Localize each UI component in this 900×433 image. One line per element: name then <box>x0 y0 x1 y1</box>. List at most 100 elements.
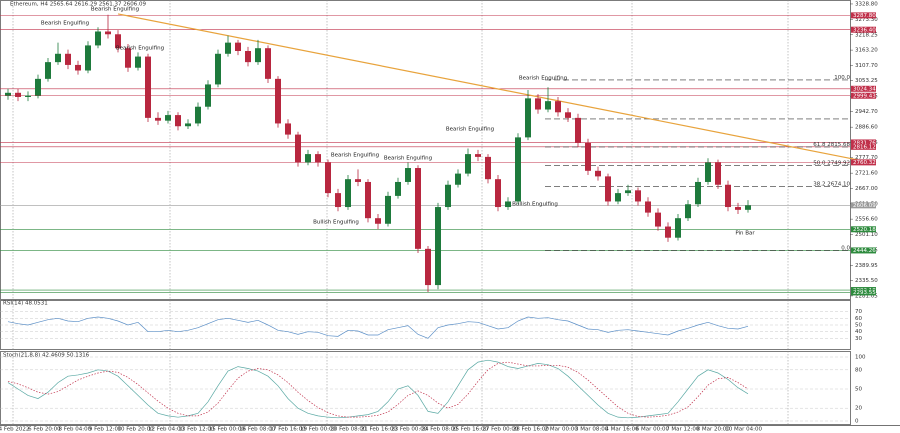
price-tag-label: 3024.34 <box>853 87 876 93</box>
candle-body <box>645 201 651 213</box>
x-tick-label: 17 Feb 16:00 <box>270 427 307 433</box>
candle-body <box>455 173 461 185</box>
price-tag <box>851 139 876 146</box>
candle-body <box>265 48 271 79</box>
y-tick-label: 2501.10 <box>855 232 878 238</box>
y-tick-label: 80 <box>855 367 862 373</box>
indicator-line <box>7 359 749 419</box>
candle-body <box>625 190 631 194</box>
candle-body <box>255 48 261 63</box>
price-tag <box>851 12 876 19</box>
candle-body <box>115 34 121 49</box>
fib-label: 38.2 2674.10 <box>813 181 850 187</box>
candle-body <box>235 42 241 51</box>
annotation: Bearish Engulfing <box>446 127 494 133</box>
candle-body <box>425 248 431 286</box>
candle-body <box>575 117 581 143</box>
candle-body <box>505 201 511 208</box>
y-tick-label: 60 <box>855 316 862 322</box>
candle-body <box>595 170 601 177</box>
candle-body <box>485 156 491 180</box>
candle-body <box>165 115 171 121</box>
y-tick-label: 3273.30 <box>855 17 878 23</box>
candle-body <box>405 168 411 182</box>
price-tag <box>851 92 876 99</box>
candle-body <box>725 184 731 208</box>
candle-body <box>365 181 371 219</box>
trendline <box>117 13 859 161</box>
candle-body <box>705 162 711 182</box>
candle-body <box>205 84 211 107</box>
x-tick-label: 15 Feb 00:00 <box>209 427 246 433</box>
y-tick-label: 3163.20 <box>855 48 878 54</box>
candle-body <box>25 95 31 97</box>
pane-frame <box>0 0 851 300</box>
price-tag-label: 2520.18 <box>853 227 876 233</box>
candle-body <box>745 205 751 210</box>
candle-body <box>715 162 721 185</box>
candle-body <box>555 101 561 113</box>
y-tick-label: 2556.60 <box>855 217 878 223</box>
y-tick-label: 2335.50 <box>855 278 878 284</box>
candle-body <box>385 195 391 224</box>
candle-body <box>5 92 11 96</box>
candle-body <box>335 193 341 208</box>
annotation: Pin Bar <box>735 231 755 237</box>
candle-body <box>415 168 421 249</box>
price-tag <box>851 202 876 209</box>
candle-body <box>675 218 681 238</box>
x-tick-label: 2 Mar 00:00 <box>545 427 579 433</box>
annotation: Bearish Engulfing <box>41 21 89 27</box>
price-tag <box>851 289 876 296</box>
pane-frame <box>0 351 851 425</box>
candle-body <box>285 123 291 135</box>
x-tick-label: 21 Feb 16:00 <box>361 427 398 433</box>
candle-body <box>295 134 301 163</box>
price-tag <box>851 143 876 150</box>
candle-body <box>145 56 151 118</box>
y-tick-label: 3053.25 <box>855 78 878 84</box>
price-tag <box>851 26 876 33</box>
candle-body <box>15 92 21 97</box>
candle-body <box>65 53 71 65</box>
x-tick-label: 28 Feb 16:00 <box>513 427 550 433</box>
y-tick-label: 3218.25 <box>855 32 878 38</box>
candle-body <box>445 184 451 208</box>
candle-body <box>325 162 331 194</box>
pane-label: RSI(14) 48.0531 <box>3 301 48 307</box>
candle-body <box>275 78 281 124</box>
candle-body <box>665 226 671 238</box>
candle-body <box>105 31 111 35</box>
y-tick-label: 30 <box>855 336 862 342</box>
candle-body <box>495 179 501 208</box>
price-tag-label: 2999.43 <box>853 94 876 100</box>
y-tick-label: 40 <box>855 329 862 335</box>
x-tick-label: 24 Feb 08:00 <box>422 427 459 433</box>
candle-body <box>655 212 661 227</box>
x-tick-label: 13 Feb 12:00 <box>178 427 215 433</box>
fib-label: 100.0 <box>834 75 850 81</box>
indicator-line <box>7 316 749 339</box>
price-tag <box>851 247 876 254</box>
y-tick-label: 0 <box>855 419 859 425</box>
candle-body <box>75 64 81 71</box>
price-tag-label: 2760.32 <box>853 160 876 166</box>
candle-body <box>475 154 481 157</box>
y-tick-label: 2281.05 <box>855 293 878 299</box>
fib-label: 50.0 2749.92 <box>813 160 850 166</box>
price-tag <box>851 85 876 92</box>
price-tag <box>851 226 876 233</box>
x-tick-label: 8 Mar 20:00 <box>697 427 731 433</box>
x-tick-label: 27 Feb 00:00 <box>482 427 519 433</box>
x-tick-label: 10 Mar 04:00 <box>725 427 762 433</box>
x-tick-label: 4 Feb 2022 <box>0 427 29 433</box>
price-tag-label: 2816.12 <box>853 145 876 151</box>
candle-body <box>635 190 641 202</box>
x-tick-label: 23 Feb 00:00 <box>391 427 428 433</box>
candle-body <box>155 117 161 121</box>
x-tick-label: 6 Mar 00:00 <box>636 427 670 433</box>
candle-body <box>375 218 381 224</box>
y-tick-label: 2886.60 <box>855 125 878 131</box>
candle-body <box>695 181 701 205</box>
